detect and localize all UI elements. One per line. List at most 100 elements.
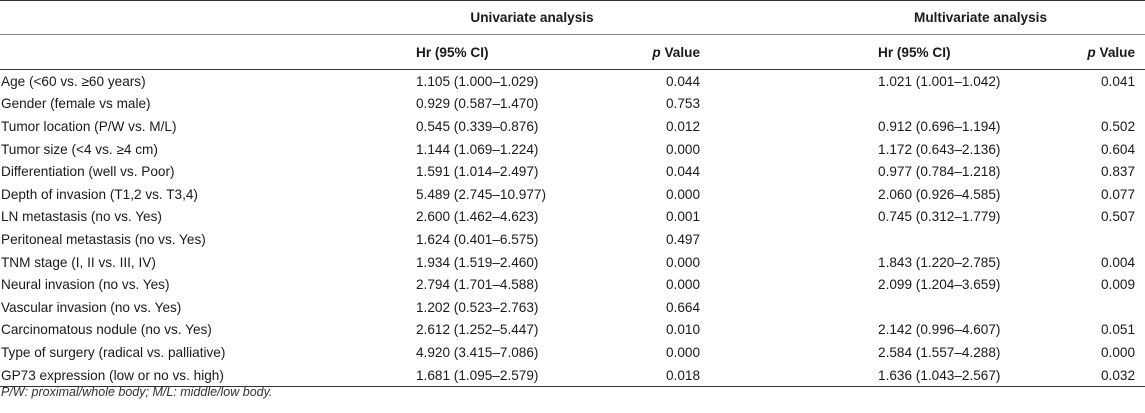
univariate-hr-header: Hr (95% CI) xyxy=(354,34,600,70)
univariate-p-cell: 0.010 xyxy=(665,322,701,338)
univariate-p-cell: 0.000 xyxy=(665,344,701,360)
multivariate-p-cell: 0.041 xyxy=(1101,73,1136,89)
univariate-p-cell: 0.000 xyxy=(665,141,701,157)
p-italic: p xyxy=(1087,44,1096,60)
univariate-p-cell: 0.018 xyxy=(600,363,711,388)
gap-cell xyxy=(710,251,816,274)
gap-cell xyxy=(710,93,816,116)
variable-cell: Gender (female vs male) xyxy=(1,96,151,112)
p-italic: p xyxy=(652,44,661,60)
univariate-p-cell: 0.000 xyxy=(665,277,701,293)
table-body: Age (<60 vs. ≥60 years) 1.105 (1.000–1.02… xyxy=(0,70,1145,388)
multivariate-p-cell: 0.077 xyxy=(1101,186,1136,202)
multivariate-p-cell xyxy=(1046,228,1145,251)
univariate-hr-cell: 2.794 (1.701–4.588) xyxy=(416,277,539,293)
table-row: Depth of invasion (T1,2 vs. T3,4) 5.489 (… xyxy=(0,183,1145,206)
variable-cell: LN metastasis (no vs. Yes) xyxy=(1,209,162,225)
univariate-hr-cell: 2.600 (1.462–4.623) xyxy=(416,209,539,225)
univariate-header: Univariate analysis xyxy=(354,0,711,35)
header-blank xyxy=(0,0,354,35)
variable-cell: Tumor location (P/W vs. M/L) xyxy=(1,118,177,134)
multivariate-hr-cell: 2.142 (0.996–4.607) xyxy=(878,322,1001,338)
multivariate-hr-cell: 2.099 (1.204–3.659) xyxy=(878,277,1001,293)
multivariate-p-cell: 0.009 xyxy=(1101,277,1136,293)
multivariate-hr-cell: 1.021 (1.001–1.042) xyxy=(878,73,1001,89)
univariate-hr-cell: 5.489 (2.745–10.977) xyxy=(416,186,547,202)
variable-cell: TNM stage (I, II vs. III, IV) xyxy=(1,254,156,270)
multivariate-hr-cell: 2.584 (1.557–4.288) xyxy=(878,344,1001,360)
multivariate-p-header: p Value xyxy=(1046,34,1145,70)
variable-cell: Peritoneal metastasis (no vs. Yes) xyxy=(1,231,206,247)
variable-header xyxy=(0,34,354,70)
table-row: TNM stage (I, II vs. III, IV) 1.934 (1.51… xyxy=(0,251,1145,274)
multivariate-hr-cell: 0.745 (0.312–1.779) xyxy=(878,209,1001,225)
multivariate-p-cell: 0.000 xyxy=(1101,344,1136,360)
variable-cell: Age (<60 vs. ≥60 years) xyxy=(1,73,146,89)
univariate-hr-cell: 1.105 (1.000–1.029) xyxy=(416,73,539,89)
univariate-p-cell: 0.000 xyxy=(665,186,701,202)
univariate-hr-cell: 1.934 (1.519–2.460) xyxy=(416,254,539,270)
univariate-p-cell: 0.497 xyxy=(665,231,701,247)
group-header-row: Univariate analysis Multivariate analysi… xyxy=(0,0,1145,35)
variable-cell: Neural invasion (no vs. Yes) xyxy=(1,277,170,293)
multivariate-hr-header: Hr (95% CI) xyxy=(816,34,1047,70)
gap-cell xyxy=(710,138,816,161)
p-value-text: Value xyxy=(660,44,701,60)
gap-cell xyxy=(710,228,816,251)
univariate-hr-cell: 0.545 (0.339–0.876) xyxy=(416,118,539,134)
multivariate-hr-cell xyxy=(816,93,1046,116)
table-row: Gender (female vs male) 0.929 (0.587–1.47… xyxy=(0,93,1145,116)
table-row: Type of surgery (radical vs. palliative)… xyxy=(0,341,1145,364)
gap-cell xyxy=(710,319,816,342)
multivariate-hr-cell xyxy=(816,228,1046,251)
univariate-p-cell: 0.000 xyxy=(665,254,701,270)
multivariate-hr-cell: 1.843 (1.220–2.785) xyxy=(878,254,1001,270)
table-row: Tumor size (<4 vs. ≥4 cm) 1.144 (1.069–1.… xyxy=(0,138,1145,161)
univariate-p-cell: 0.001 xyxy=(665,209,701,225)
multivariate-p-cell: 0.051 xyxy=(1101,322,1136,338)
multivariate-hr-cell: 1.636 (1.043–2.567) xyxy=(816,363,1047,388)
multivariate-p-cell: 0.004 xyxy=(1101,254,1136,270)
gap-cell xyxy=(710,206,816,229)
univariate-hr-cell: 2.612 (1.252–5.447) xyxy=(416,322,539,338)
univariate-p-header: p Value xyxy=(600,34,711,70)
table-row: Vascular invasion (no vs. Yes) 1.202 (0.5… xyxy=(0,296,1145,319)
gap-cell xyxy=(710,183,816,206)
univariate-p-cell: 0.664 xyxy=(665,299,701,315)
variable-cell: Differentiation (well vs. Poor) xyxy=(1,164,175,180)
header-gap xyxy=(710,0,817,35)
univariate-hr-cell: 0.929 (0.587–1.470) xyxy=(416,96,539,112)
multivariate-hr-cell: 2.060 (0.926–4.585) xyxy=(878,186,1001,202)
univariate-hr-cell: 1.681 (1.095–2.579) xyxy=(354,363,600,388)
multivariate-p-cell: 0.507 xyxy=(1101,209,1136,225)
table-row: Carcinomatous nodule (no vs. Yes) 2.612 (… xyxy=(0,319,1145,342)
univariate-hr-cell: 1.624 (0.401–6.575) xyxy=(416,231,539,247)
variable-cell: GP73 expression (low or no vs. high) xyxy=(0,363,354,388)
table-row: Neural invasion (no vs. Yes) 2.794 (1.701… xyxy=(0,273,1145,296)
table-row: Peritoneal metastasis (no vs. Yes) 1.624 … xyxy=(0,228,1145,251)
multivariate-hr-cell xyxy=(816,296,1046,319)
table-row: Differentiation (well vs. Poor) 1.591 (1.… xyxy=(0,160,1145,183)
analysis-table: Univariate analysis Multivariate analysi… xyxy=(0,0,1145,388)
table-footnote: P/W: proximal/whole body; M/L: middle/lo… xyxy=(1,385,273,399)
univariate-hr-cell: 1.202 (0.523–2.763) xyxy=(416,299,539,315)
sub-header-gap xyxy=(710,34,817,70)
multivariate-p-cell: 0.032 xyxy=(1046,363,1145,388)
multivariate-p-cell: 0.837 xyxy=(1101,164,1136,180)
multivariate-hr-cell: 0.977 (0.784–1.218) xyxy=(878,164,1001,180)
univariate-p-cell: 0.753 xyxy=(665,96,701,112)
multivariate-hr-cell: 1.172 (0.643–2.136) xyxy=(878,141,1001,157)
variable-cell: Carcinomatous nodule (no vs. Yes) xyxy=(1,322,212,338)
gap-cell xyxy=(710,363,817,388)
gap-cell xyxy=(710,296,816,319)
multivariate-p-cell xyxy=(1046,296,1145,319)
gap-cell xyxy=(710,273,816,296)
variable-cell: Vascular invasion (no vs. Yes) xyxy=(1,299,182,315)
variable-cell: Type of surgery (radical vs. palliative) xyxy=(1,344,226,360)
p-value-text: Value xyxy=(1095,44,1136,60)
univariate-hr-cell: 4.920 (3.415–7.086) xyxy=(416,344,539,360)
sub-header-row: Hr (95% CI) p Value Hr (95% CI) p Value xyxy=(0,34,1145,70)
multivariate-p-cell: 0.604 xyxy=(1101,141,1136,157)
variable-cell: Tumor size (<4 vs. ≥4 cm) xyxy=(1,141,158,157)
